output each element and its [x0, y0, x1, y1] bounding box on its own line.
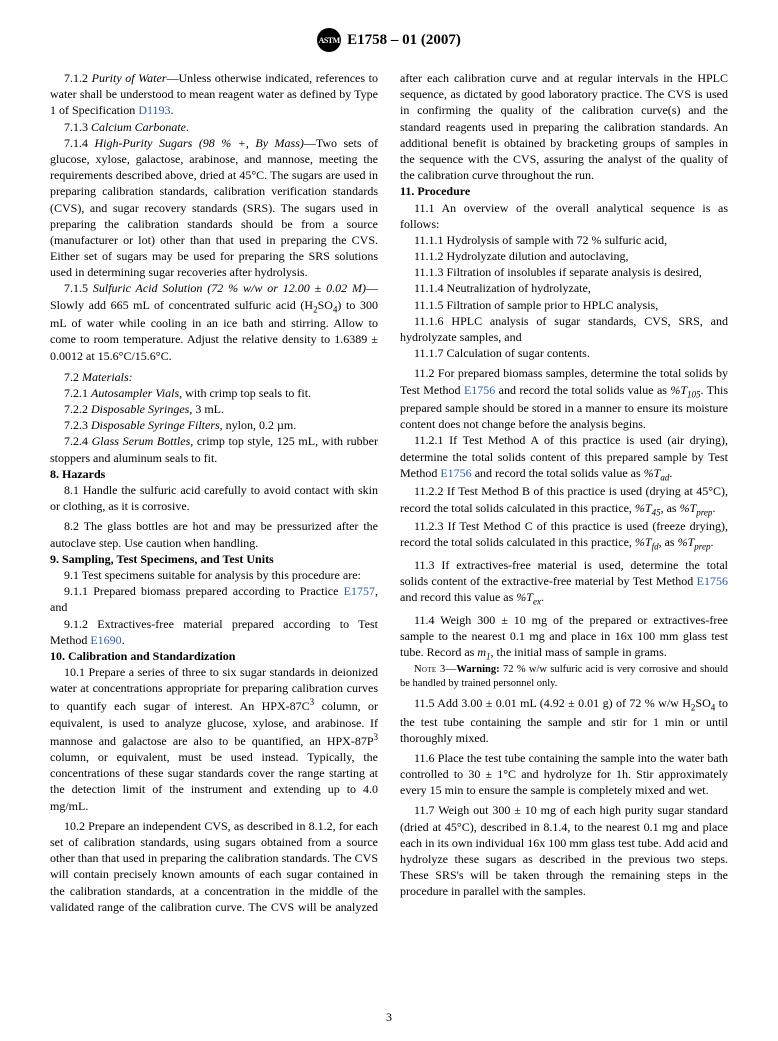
- body-columns: 7.1.2 Purity of Water—Unless otherwise i…: [50, 70, 728, 915]
- para-11-2-2: 11.2.2 If Test Method B of this practice…: [400, 483, 728, 518]
- para-7-2-2: 7.2.2 Disposable Syringes, 3 mL.: [50, 401, 378, 417]
- heading-10: 10. Calibration and Standardization: [50, 648, 378, 664]
- para-11-1-6: 11.1.6 HPLC analysis of sugar standards,…: [400, 313, 728, 345]
- para-9-1: 9.1 Test specimens suitable for analysis…: [50, 567, 378, 583]
- page-number: 3: [0, 1010, 778, 1025]
- para-11-1-4: 11.1.4 Neutralization of hydrolyzate,: [400, 280, 728, 296]
- para-7-1-5: 7.1.5 Sulfuric Acid Solution (72 % w/w o…: [50, 280, 378, 363]
- para-11-1: 11.1 An overview of the overall analytic…: [400, 200, 728, 232]
- designation-text: E1758 – 01 (2007): [347, 32, 461, 49]
- para-11-2-3: 11.2.3 If Test Method C of this practice…: [400, 518, 728, 553]
- ref-d1193: D1193: [138, 103, 170, 117]
- para-7-1-3: 7.1.3 Calcium Carbonate.: [50, 119, 378, 135]
- document-page: ASTM E1758 – 01 (2007) 7.1.2 Purity of W…: [0, 0, 778, 1041]
- para-11-2: 11.2 For prepared biomass samples, deter…: [400, 365, 728, 432]
- para-7-1-2: 7.1.2 Purity of Water—Unless otherwise i…: [50, 70, 378, 119]
- para-7-2-4: 7.2.4 Glass Serum Bottles, crimp top sty…: [50, 433, 378, 465]
- ref-e1690: E1690: [90, 633, 121, 647]
- para-11-1-2: 11.1.2 Hydrolyzate dilution and autoclav…: [400, 248, 728, 264]
- heading-9: 9. Sampling, Test Specimens, and Test Un…: [50, 551, 378, 567]
- heading-11: 11. Procedure: [400, 183, 728, 199]
- heading-8: 8. Hazards: [50, 466, 378, 482]
- para-11-1-3: 11.1.3 Filtration of insolubles if separ…: [400, 264, 728, 280]
- para-7-2: 7.2 Materials:: [50, 369, 378, 385]
- ref-e1757: E1757: [344, 584, 375, 598]
- para-11-4: 11.4 Weigh 300 ± 10 mg of the prepared o…: [400, 612, 728, 663]
- para-7-1-4: 7.1.4 High-Purity Sugars (98 % +, By Mas…: [50, 135, 378, 281]
- ref-e1756-b: E1756: [440, 466, 471, 480]
- para-11-5: 11.5 Add 3.00 ± 0.01 mL (4.92 ± 0.01 g) …: [400, 695, 728, 746]
- para-8-2: 8.2 The glass bottles are hot and may be…: [50, 518, 378, 550]
- ref-e1756-c: E1756: [697, 574, 728, 588]
- page-header: ASTM E1758 – 01 (2007): [50, 28, 728, 52]
- para-9-1-1: 9.1.1 Prepared biomass prepared accordin…: [50, 583, 378, 615]
- para-11-7: 11.7 Weigh out 300 ± 10 mg of each high …: [400, 802, 728, 899]
- para-9-1-2: 9.1.2 Extractives-free material prepared…: [50, 616, 378, 648]
- para-11-1-7: 11.1.7 Calculation of sugar contents.: [400, 345, 728, 361]
- para-7-2-3: 7.2.3 Disposable Syringe Filters, nylon,…: [50, 417, 378, 433]
- para-11-3: 11.3 If extractives-free material is use…: [400, 557, 728, 608]
- note-3: Note 3—Warning: 72 % w/w sulfuric acid i…: [400, 663, 728, 691]
- para-11-1-1: 11.1.1 Hydrolysis of sample with 72 % su…: [400, 232, 728, 248]
- para-10-1: 10.1 Prepare a series of three to six su…: [50, 664, 378, 814]
- para-8-1: 8.1 Handle the sulfuric acid carefully t…: [50, 482, 378, 514]
- ref-e1756-a: E1756: [464, 383, 495, 397]
- astm-logo-icon: ASTM: [317, 28, 341, 52]
- para-7-2-1: 7.2.1 Autosampler Vials, with crimp top …: [50, 385, 378, 401]
- para-11-2-1: 11.2.1 If Test Method A of this practice…: [400, 432, 728, 483]
- para-11-1-5: 11.1.5 Filtration of sample prior to HPL…: [400, 297, 728, 313]
- para-11-6: 11.6 Place the test tube containing the …: [400, 750, 728, 799]
